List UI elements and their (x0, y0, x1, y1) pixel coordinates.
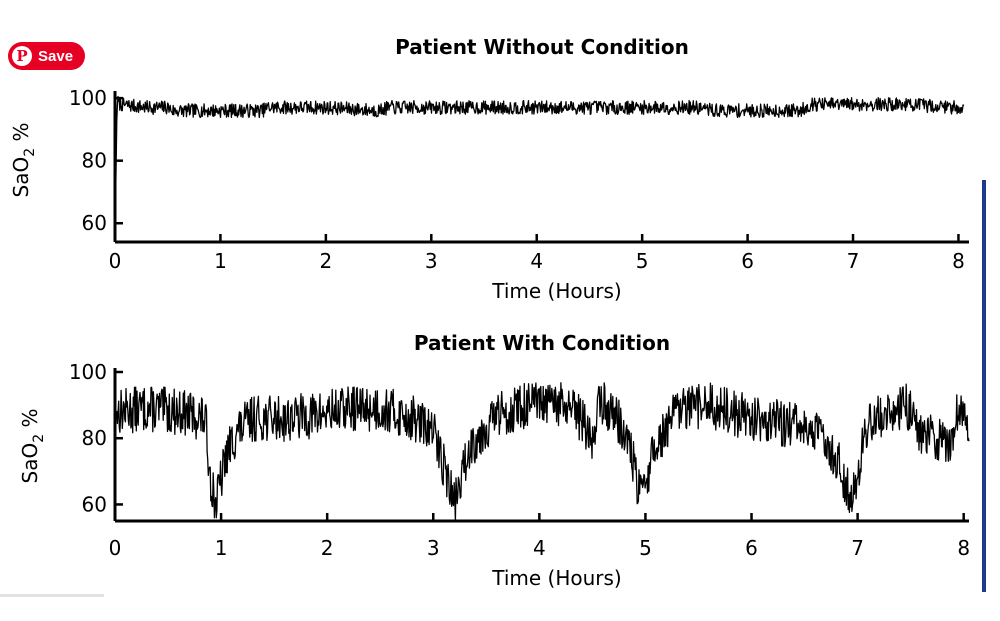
chart-1-xtick-label: 5 (636, 249, 649, 273)
chart-1-x-axis-label: Time (Hours) (491, 279, 622, 303)
chart-1-xtick-label: 8 (952, 249, 965, 273)
chart-2-xtick-label: 7 (851, 536, 864, 560)
pinterest-icon: P (12, 46, 32, 66)
right-edge-bar (982, 180, 986, 592)
chart-2-xtick-label: 0 (109, 536, 122, 560)
chart-2-xtick-label: 6 (745, 536, 758, 560)
chart-2-ytick-label: 100 (69, 360, 107, 384)
chart-1-xtick-label: 1 (214, 249, 227, 273)
chart-2-xtick-label: 5 (639, 536, 652, 560)
chart-2-xtick-label: 1 (215, 536, 228, 560)
chart-1-signal-trace (114, 95, 965, 239)
chart-2-xtick-label: 3 (427, 536, 440, 560)
save-label: Save (38, 47, 74, 65)
chart-1-xtick-label: 7 (847, 249, 860, 273)
chart-1-xtick-label: 3 (425, 249, 438, 273)
pinterest-save-button[interactable]: P Save (8, 42, 86, 70)
chart-2-y-axis-label: SaO2 % (18, 409, 47, 484)
chart-1-title: Patient Without Condition (395, 35, 689, 59)
chart-2-xtick-label: 2 (321, 536, 334, 560)
chart-2-xtick-label: 8 (957, 536, 970, 560)
chart-1-ytick-label: 80 (82, 149, 107, 173)
chart-2-ytick-label: 60 (82, 492, 107, 516)
chart-2-x-axis-label: Time (Hours) (491, 566, 622, 590)
bottom-divider (0, 594, 104, 597)
chart-1-xtick-label: 4 (530, 249, 543, 273)
chart-1-ytick-label: 60 (82, 211, 107, 235)
chart-2-ytick-label: 80 (82, 426, 107, 450)
chart-1-y-axis-label: SaO2 % (9, 123, 38, 198)
chart-2-xtick-label: 4 (533, 536, 546, 560)
chart-1-xtick-label: 0 (109, 249, 122, 273)
chart-1-xtick-label: 2 (319, 249, 332, 273)
chart-2-signal-trace (114, 382, 970, 522)
chart-2-title: Patient With Condition (414, 331, 670, 355)
chart-1-xtick-label: 6 (741, 249, 754, 273)
chart-1-ytick-label: 100 (69, 86, 107, 110)
